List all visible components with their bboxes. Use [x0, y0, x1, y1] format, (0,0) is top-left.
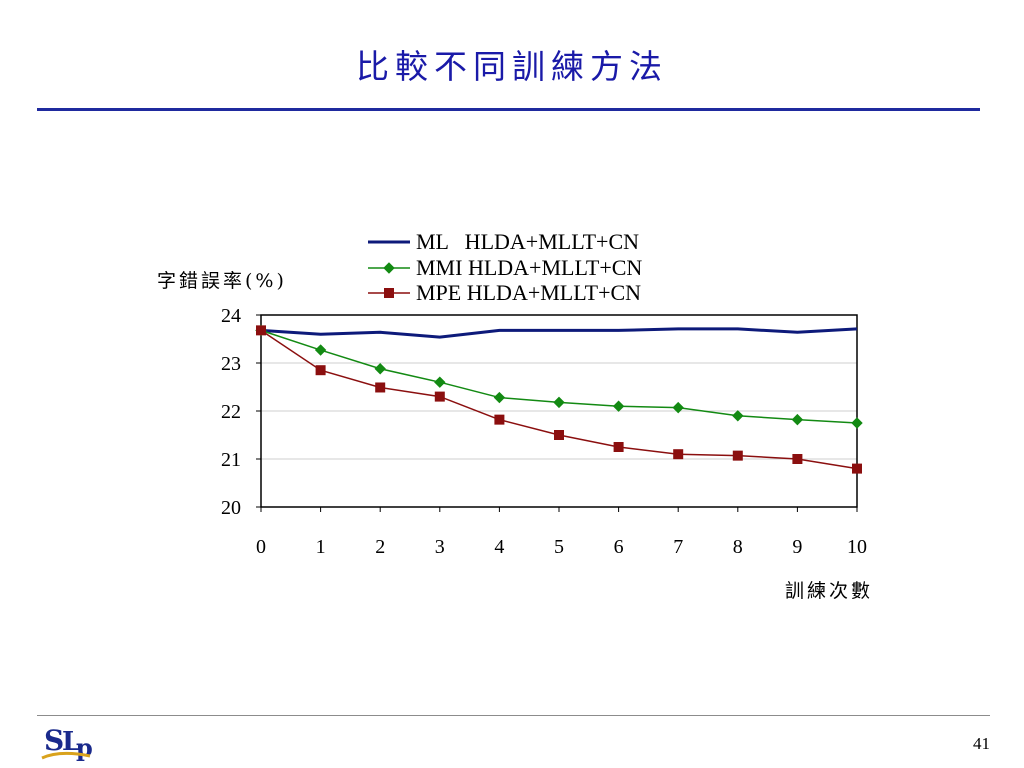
data-point-mpe	[375, 382, 386, 393]
data-point-mmi	[791, 413, 804, 426]
x-tick-label: 4	[494, 536, 504, 558]
data-point-mmi	[612, 400, 625, 412]
data-point-mmi	[732, 410, 744, 422]
svg-text:L: L	[62, 727, 80, 757]
data-point-mpe	[732, 450, 743, 461]
series-line-ml	[260, 327, 858, 339]
x-tick-label: 6	[614, 536, 624, 558]
x-tick-label: 10	[847, 536, 867, 558]
data-point-mpe	[852, 463, 862, 474]
x-tick-label: 8	[733, 536, 743, 558]
data-point-mpe	[554, 430, 564, 440]
y-tick-label: 23	[221, 353, 241, 375]
legend-label-mpe: MPE HLDA+MLLT+CN	[416, 280, 641, 305]
x-tick-label: 7	[673, 536, 683, 558]
data-point-mmi	[314, 344, 327, 356]
data-point-mmi	[672, 401, 684, 414]
data-point-mmi	[434, 376, 446, 388]
data-point-mpe	[792, 454, 803, 464]
data-point-mmi	[851, 417, 863, 429]
legend-marker-mmi	[383, 262, 395, 274]
x-tick-label: 1	[316, 536, 326, 558]
x-tick-label: 9	[792, 536, 802, 558]
y-tick-label: 24	[221, 305, 241, 327]
data-point-mpe	[613, 442, 624, 452]
data-point-mmi	[553, 396, 565, 409]
x-tick-label: 2	[375, 536, 385, 558]
y-tick-label: 20	[221, 497, 241, 519]
data-point-mpe	[434, 391, 445, 402]
x-axis-label: 訓練次數	[785, 580, 874, 602]
data-point-mpe	[315, 365, 326, 376]
x-tick-label: 0	[256, 536, 266, 558]
page-number: 41	[973, 734, 990, 753]
data-point-mpe	[256, 325, 266, 336]
title-divider	[37, 108, 980, 111]
legend-marker-mpe	[384, 288, 394, 298]
series-line-mmi	[260, 329, 858, 424]
data-point-mmi	[374, 363, 386, 375]
x-tick-label: 3	[435, 536, 445, 558]
data-point-mmi	[493, 391, 506, 404]
data-point-mpe	[673, 449, 684, 460]
slide-title: 比較不同訓練方法	[356, 47, 668, 86]
svg-text:S: S	[44, 724, 64, 757]
y-tick-label: 22	[221, 401, 241, 423]
slp-logo: S L p	[41, 724, 93, 762]
y-axis-label: 字錯誤率(%)	[157, 270, 287, 292]
y-tick-label: 21	[221, 449, 241, 471]
legend-label-ml: ML HLDA+MLLT+CN	[416, 229, 639, 254]
footer-divider	[37, 715, 990, 716]
svg-text:p: p	[76, 733, 93, 762]
legend-label-mmi: MMI HLDA+MLLT+CN	[416, 255, 642, 280]
x-tick-label: 5	[554, 536, 564, 558]
data-point-mpe	[494, 414, 505, 425]
